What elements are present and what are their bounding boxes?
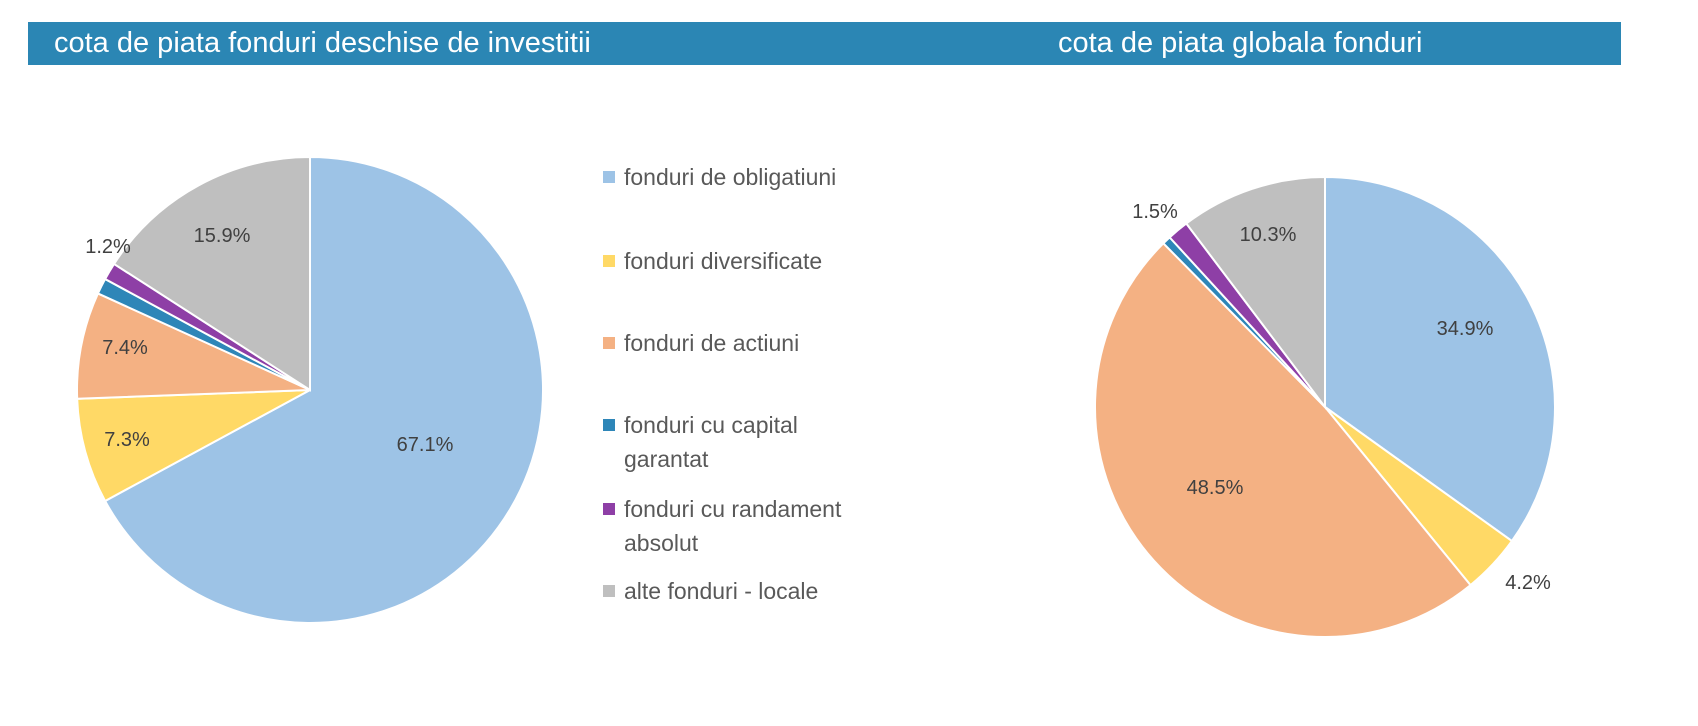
legend-item: fonduri diversificate: [603, 244, 864, 278]
data-label: 15.9%: [194, 225, 251, 247]
legend-label: fonduri cu capital garantat: [624, 412, 798, 472]
data-label: 34.9%: [1437, 318, 1494, 340]
data-label: 7.3%: [104, 429, 150, 451]
pie-slice: [1324, 175, 1556, 543]
legend-label: fonduri diversificate: [624, 248, 823, 274]
legend-swatch: [603, 337, 615, 349]
legend-item: fonduri cu capital garantat: [603, 408, 864, 476]
pie-slice: [1184, 175, 1326, 410]
data-label: 4.2%: [1505, 572, 1551, 594]
left-chart-title: cota de piata fonduri deschise de invest…: [54, 27, 591, 59]
legend-item: fonduri de actiuni: [603, 326, 864, 360]
legend-swatch: [603, 585, 615, 597]
legend-label: alte fonduri - locale: [624, 578, 819, 604]
pie-slice: [1094, 241, 1472, 638]
pie-slice: [112, 155, 311, 392]
legend-label: fonduri de obligatiuni: [624, 164, 837, 190]
data-label: 10.3%: [1240, 224, 1297, 246]
legend-swatch: [603, 503, 615, 515]
legend-label: fonduri cu randament absolut: [624, 496, 842, 556]
data-label: 7.4%: [102, 337, 148, 359]
legend-item: fonduri cu randament absolut: [603, 492, 864, 560]
pie-slice: [76, 389, 311, 503]
legend-item: fonduri de obligatiuni: [603, 160, 864, 194]
legend-item: alte fonduri - locale: [603, 574, 864, 608]
legend-swatch: [603, 255, 615, 267]
legend-swatch: [603, 419, 615, 431]
legend-label: fonduri de actiuni: [624, 330, 800, 356]
data-label: 48.5%: [1187, 477, 1244, 499]
pie-slice: [76, 292, 311, 400]
data-label: 1.2%: [85, 236, 131, 258]
data-label: 1.5%: [1132, 201, 1178, 223]
legend-swatch: [603, 171, 615, 183]
header-bar: [28, 22, 1621, 65]
data-label: 67.1%: [397, 434, 454, 456]
pie-slice: [103, 155, 545, 624]
right-chart-title: cota de piata globala fonduri: [1058, 27, 1423, 59]
